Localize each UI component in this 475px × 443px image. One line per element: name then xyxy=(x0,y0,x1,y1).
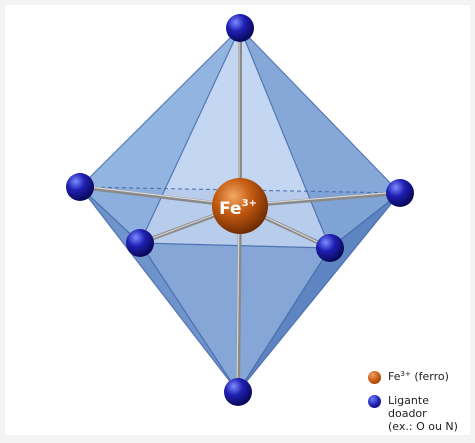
legend-iron-label: Fe3+ (ferro) xyxy=(388,370,449,383)
edge xyxy=(329,192,401,249)
ligand-atom-bottom xyxy=(224,378,252,406)
iron-center: Fe3+ xyxy=(212,178,268,234)
ligand-atom-right xyxy=(386,179,414,207)
legend-ligand-line2: (ex.: O ou N) xyxy=(388,420,458,433)
iron-charge: 3+ xyxy=(242,198,257,209)
edge xyxy=(237,247,331,393)
bond-axial-bottom xyxy=(236,204,242,394)
edge xyxy=(237,192,401,393)
legend-item-ligand: Ligante doador (ex.: O ou N) xyxy=(368,394,468,433)
ligand-atom-top xyxy=(226,14,254,42)
iron-element: Fe xyxy=(219,199,241,219)
legend-iron-element: Fe xyxy=(388,370,401,383)
octahedron-edges xyxy=(79,27,401,393)
face-front-bottom-center xyxy=(140,243,330,392)
ligand-atom-front-right xyxy=(316,234,344,262)
edge xyxy=(79,186,239,393)
legend-ligand-line1: Ligante doador xyxy=(388,394,429,420)
legend-item-iron: Fe3+ (ferro) xyxy=(368,370,468,384)
face-front-top-right xyxy=(240,28,400,248)
legend: Fe3+ (ferro) Ligante doador (ex.: O ou N) xyxy=(368,370,468,443)
edge xyxy=(239,27,401,194)
edge xyxy=(139,242,239,393)
face-front-top-left xyxy=(80,28,240,243)
edge xyxy=(139,27,241,244)
ligand-atom-left xyxy=(66,173,94,201)
iron-atom xyxy=(212,178,268,234)
legend-ligand-swatch xyxy=(368,395,381,408)
edge-back xyxy=(79,186,401,194)
legend-iron-charge: 3+ xyxy=(400,370,411,378)
iron-atom-label: Fe3+ xyxy=(219,198,257,219)
ligand-atom-front-left xyxy=(126,229,154,257)
ligand-atoms xyxy=(66,14,414,406)
legend-ligand-label: Ligante doador (ex.: O ou N) xyxy=(388,394,468,433)
legend-iron-text: (ferro) xyxy=(410,370,449,383)
edge xyxy=(139,242,331,249)
legend-iron-swatch xyxy=(368,371,381,384)
edge xyxy=(239,27,331,249)
face-front-top-center xyxy=(140,28,330,248)
edge xyxy=(79,27,241,188)
